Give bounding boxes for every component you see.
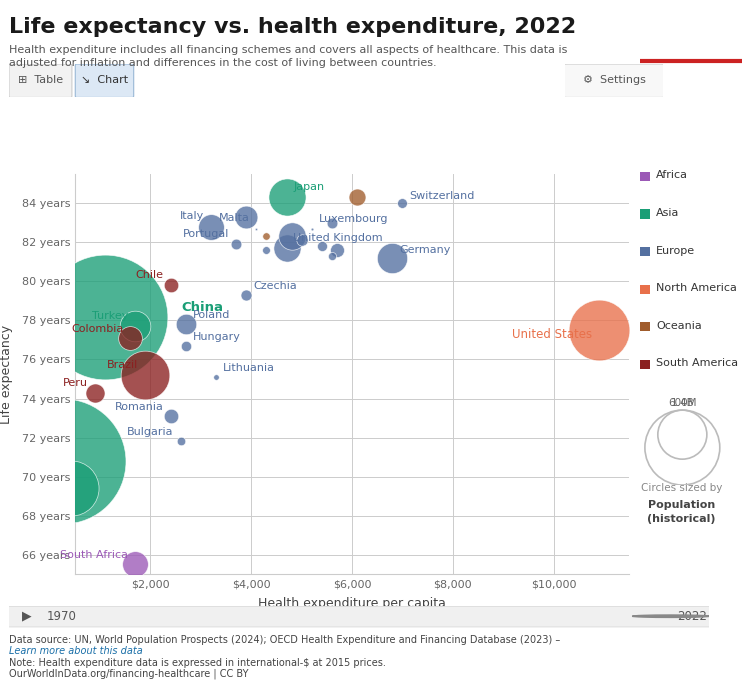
- Text: Colombia: Colombia: [71, 324, 124, 334]
- FancyBboxPatch shape: [562, 64, 666, 97]
- Text: 2022: 2022: [677, 610, 707, 623]
- Point: [351, 192, 363, 203]
- Text: Germany: Germany: [399, 245, 451, 255]
- Circle shape: [632, 615, 709, 617]
- FancyBboxPatch shape: [75, 64, 134, 97]
- Text: Czechia: Czechia: [253, 281, 297, 291]
- Point: [316, 241, 328, 252]
- Text: United States: United States: [512, 329, 592, 341]
- Text: North America: North America: [656, 283, 737, 293]
- Point: [65, 483, 77, 494]
- Point: [306, 223, 318, 235]
- Text: (historical): (historical): [647, 514, 716, 524]
- Text: Chile: Chile: [136, 270, 164, 280]
- Text: in Data: in Data: [667, 43, 715, 56]
- Point: [165, 411, 177, 422]
- Point: [240, 212, 252, 223]
- Text: ⊞  Table: ⊞ Table: [18, 75, 63, 85]
- X-axis label: Health expenditure per capita: Health expenditure per capita: [258, 597, 446, 610]
- Point: [89, 387, 101, 398]
- Text: Japan: Japan: [294, 182, 324, 192]
- Point: [281, 192, 293, 203]
- Point: [124, 333, 136, 344]
- Text: India: India: [0, 695, 1, 696]
- Text: Data source: UN, World Population Prospects (2024); OECD Health Expenditure and : Data source: UN, World Population Prospe…: [9, 635, 563, 644]
- Text: Our World: Our World: [658, 26, 724, 38]
- Point: [593, 324, 605, 335]
- Text: Peru: Peru: [63, 379, 88, 388]
- Text: Learn more about this data: Learn more about this data: [9, 646, 143, 656]
- Text: Life expectancy vs. health expenditure, 2022: Life expectancy vs. health expenditure, …: [9, 17, 576, 37]
- Point: [139, 370, 151, 381]
- Text: ↘  Chart: ↘ Chart: [81, 75, 128, 85]
- Text: Note: Health expenditure data is expressed in international-$ at 2015 prices.: Note: Health expenditure data is express…: [9, 658, 386, 667]
- Text: Africa: Africa: [656, 171, 688, 180]
- Text: 600M: 600M: [668, 398, 697, 409]
- Point: [180, 319, 192, 330]
- Text: 1.4B: 1.4B: [670, 398, 694, 409]
- Point: [130, 559, 142, 570]
- Point: [210, 372, 222, 383]
- Text: Portugal: Portugal: [183, 229, 229, 239]
- Point: [130, 321, 142, 332]
- Text: Circles sized by: Circles sized by: [641, 483, 722, 493]
- Point: [240, 290, 252, 301]
- Point: [326, 217, 338, 228]
- Text: 1970: 1970: [46, 610, 76, 623]
- Text: Poland: Poland: [192, 310, 230, 320]
- Y-axis label: Life expectancy: Life expectancy: [0, 324, 13, 424]
- Point: [261, 231, 273, 242]
- Text: Turkey: Turkey: [92, 310, 128, 321]
- Point: [326, 251, 338, 262]
- FancyBboxPatch shape: [2, 606, 716, 627]
- Text: Europe: Europe: [656, 246, 695, 255]
- Point: [165, 280, 177, 291]
- Text: South America: South America: [656, 358, 739, 368]
- Text: Oceania: Oceania: [656, 321, 702, 331]
- Text: Asia: Asia: [656, 208, 679, 218]
- Text: Hungary: Hungary: [192, 331, 240, 342]
- Point: [205, 221, 217, 232]
- Text: Italy: Italy: [180, 211, 204, 221]
- Text: Indonesia: Indonesia: [0, 695, 1, 696]
- Text: Lithuania: Lithuania: [223, 363, 275, 373]
- Text: China: China: [181, 301, 223, 314]
- Text: OurWorldInData.org/financing-healthcare | CC BY: OurWorldInData.org/financing-healthcare …: [9, 668, 249, 679]
- Point: [285, 231, 297, 242]
- Point: [261, 244, 273, 255]
- Text: Luxembourg: Luxembourg: [318, 214, 388, 225]
- Point: [296, 235, 308, 246]
- Point: [396, 198, 408, 209]
- Point: [180, 340, 192, 351]
- Text: Health expenditure includes all financing schemes and covers all aspects of heal: Health expenditure includes all financin…: [9, 45, 567, 68]
- Point: [230, 239, 242, 250]
- Point: [99, 311, 111, 322]
- Text: South Africa: South Africa: [61, 551, 128, 560]
- FancyBboxPatch shape: [9, 64, 72, 97]
- Point: [386, 253, 398, 264]
- Text: Malta: Malta: [219, 213, 249, 223]
- Point: [58, 455, 70, 466]
- Text: Brazil: Brazil: [107, 360, 139, 370]
- Point: [331, 244, 343, 255]
- Point: [175, 436, 187, 447]
- Text: ⚙  Settings: ⚙ Settings: [583, 75, 646, 85]
- Point: [250, 223, 262, 235]
- Text: Romania: Romania: [115, 402, 164, 412]
- Text: United Kingdom: United Kingdom: [294, 232, 383, 243]
- Text: Switzerland: Switzerland: [410, 191, 475, 200]
- Point: [281, 243, 293, 254]
- Text: Bulgaria: Bulgaria: [127, 427, 174, 437]
- Text: Population: Population: [648, 500, 715, 510]
- Text: ▶: ▶: [22, 610, 31, 623]
